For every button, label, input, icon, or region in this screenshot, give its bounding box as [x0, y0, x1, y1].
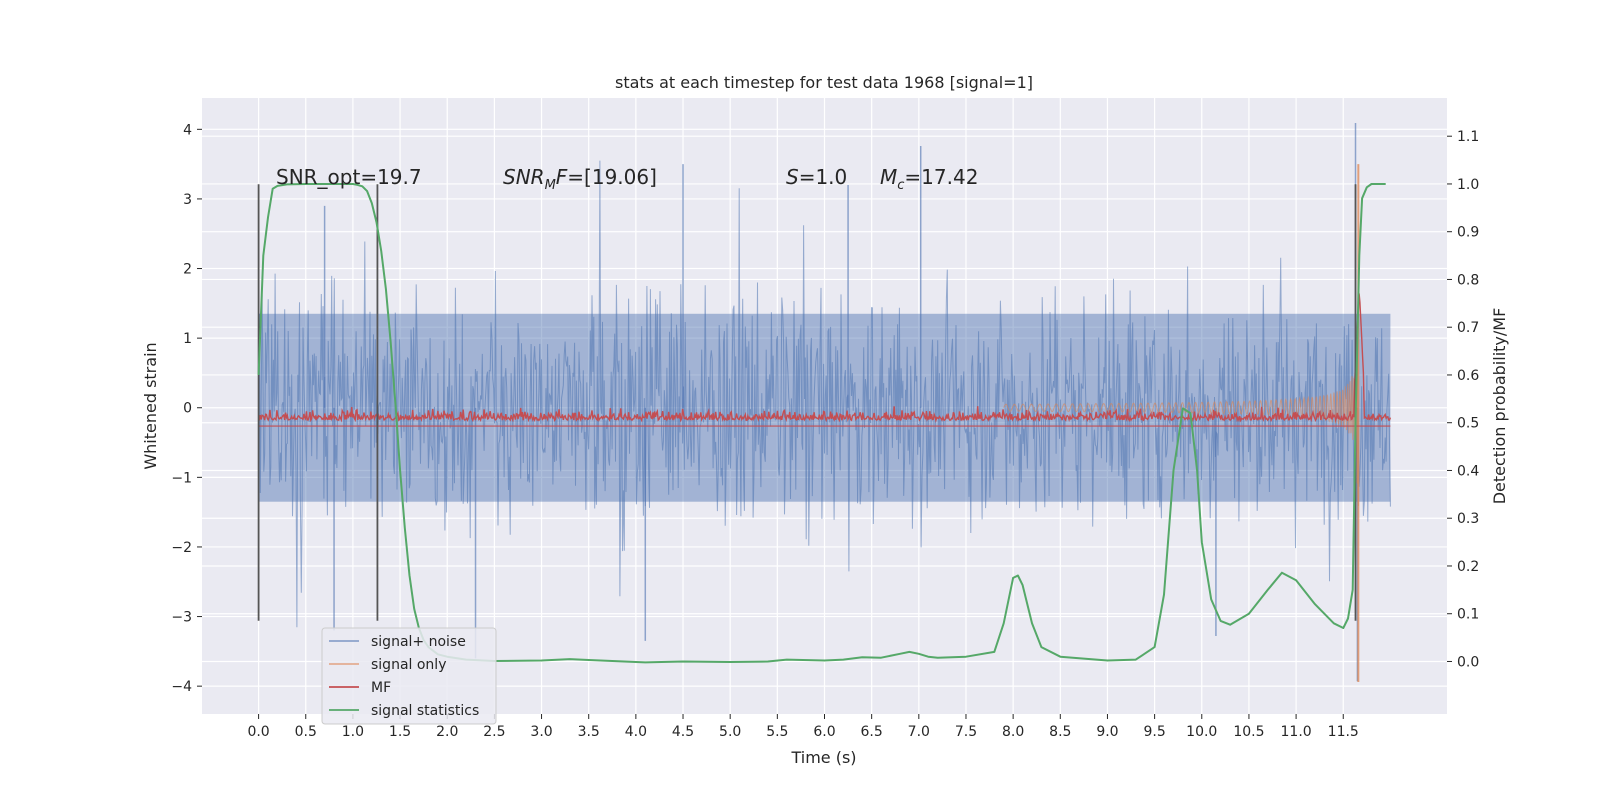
- annotation-snr-opt: SNR_opt=19.7: [276, 165, 422, 189]
- y2-tick-label: 0.3: [1457, 511, 1479, 527]
- legend: signal+ noise signal only MF signal stat…: [321, 627, 497, 725]
- y2-tick-label: 0.4: [1457, 463, 1479, 479]
- y-tick-label: −1: [171, 470, 192, 486]
- series-signal-statistics: [257, 183, 1386, 664]
- x-tick-label: 7.5: [955, 724, 977, 740]
- chart-title: stats at each timestep for test data 196…: [615, 73, 1033, 92]
- y2-axis-label: Detection probability/MF: [1490, 308, 1509, 505]
- annotation-mc: Mc=17.42: [880, 165, 978, 193]
- signal-noise-core-band: [258, 313, 1391, 502]
- x-tick-label: 5.0: [719, 724, 741, 740]
- x-tick-label: 7.0: [908, 724, 930, 740]
- legend-label-signal-statistics: signal statistics: [371, 703, 479, 719]
- annotation-s: S=1.0: [786, 165, 847, 189]
- y-tick-label: 0: [183, 401, 192, 417]
- x-tick-label: 3.0: [530, 724, 552, 740]
- x-tick-label: 1.0: [342, 724, 364, 740]
- s-symbol: S: [786, 165, 799, 189]
- data-layer: [257, 123, 1392, 682]
- x-axis-label: Time (s): [790, 748, 856, 767]
- x-tick-label: 0.5: [295, 724, 317, 740]
- y-tick-label: 4: [183, 122, 192, 138]
- s-value: =1.0: [799, 165, 848, 189]
- snr-mf-rest: =[19.06]: [567, 165, 657, 189]
- y2-tick-label: 1.0: [1457, 177, 1479, 193]
- y-tick-label: −4: [171, 679, 192, 695]
- snr-mf-base: SNR: [503, 165, 545, 189]
- y-tick-label: 2: [183, 262, 192, 278]
- x-tick-label: 3.5: [578, 724, 600, 740]
- series-mf: [258, 293, 1392, 423]
- x-tick-label: 2.0: [436, 724, 458, 740]
- y-tick-label: −3: [171, 610, 192, 626]
- y2-tick-label: 0.6: [1457, 368, 1479, 384]
- y2-tick-label: 1.1: [1457, 129, 1479, 145]
- x-tick-label: 9.0: [1096, 724, 1118, 740]
- y-axis-label: Whitened strain: [141, 342, 160, 469]
- y2-tick-label: 0.1: [1457, 607, 1479, 623]
- x-tick-label: 4.0: [625, 724, 647, 740]
- y2-tick-label: 0.7: [1457, 320, 1479, 336]
- legend-label-signal-only: signal only: [371, 657, 446, 673]
- x-tick-label: 2.5: [483, 724, 505, 740]
- x-tick-label: 0.0: [247, 724, 269, 740]
- series-signal-only: [1003, 342, 1359, 506]
- x-tick-label: 1.5: [389, 724, 411, 740]
- series-signal-noise: [258, 160, 1391, 628]
- x-tick-label: 10.5: [1233, 724, 1264, 740]
- y2-tick-label: 0.8: [1457, 272, 1479, 288]
- y2-tick-label: 0.5: [1457, 416, 1479, 432]
- x-tick-label: 4.5: [672, 724, 694, 740]
- tick-layer: 0.0 0.5 1.0 1.5 2.0 2.5 3.0 3.5 4.0 4.5 5.0 5.5 6.0 6…: [171, 122, 1479, 740]
- y-tick-label: 1: [183, 331, 192, 347]
- legend-label-signal-noise: signal+ noise: [371, 634, 466, 650]
- y-tick-label: 3: [183, 192, 192, 208]
- mc-subscript: c: [897, 178, 904, 193]
- y2-tick-label: 0.0: [1457, 654, 1479, 670]
- y2-tick-label: 0.9: [1457, 225, 1479, 241]
- mc-symbol: M: [880, 165, 897, 189]
- snr-mf-sub: M: [545, 178, 556, 193]
- x-tick-label: 10.0: [1186, 724, 1217, 740]
- mc-value: =17.42: [904, 165, 978, 189]
- x-tick-label: 8.5: [1049, 724, 1071, 740]
- x-tick-label: 5.5: [766, 724, 788, 740]
- x-tick-label: 8.0: [1002, 724, 1024, 740]
- x-tick-label: 11.5: [1328, 724, 1359, 740]
- annotation-snr-mf: SNRMF=[19.06]: [503, 165, 657, 193]
- x-tick-label: 6.5: [861, 724, 883, 740]
- legend-label-mf: MF: [371, 680, 391, 696]
- snr-mf-f: F: [556, 165, 568, 189]
- x-tick-label: 9.5: [1143, 724, 1165, 740]
- y-tick-label: −2: [171, 540, 192, 556]
- x-tick-label: 6.0: [813, 724, 835, 740]
- x-tick-label: 11.0: [1281, 724, 1312, 740]
- legend-box: [321, 627, 497, 725]
- y2-tick-label: 0.2: [1457, 559, 1479, 575]
